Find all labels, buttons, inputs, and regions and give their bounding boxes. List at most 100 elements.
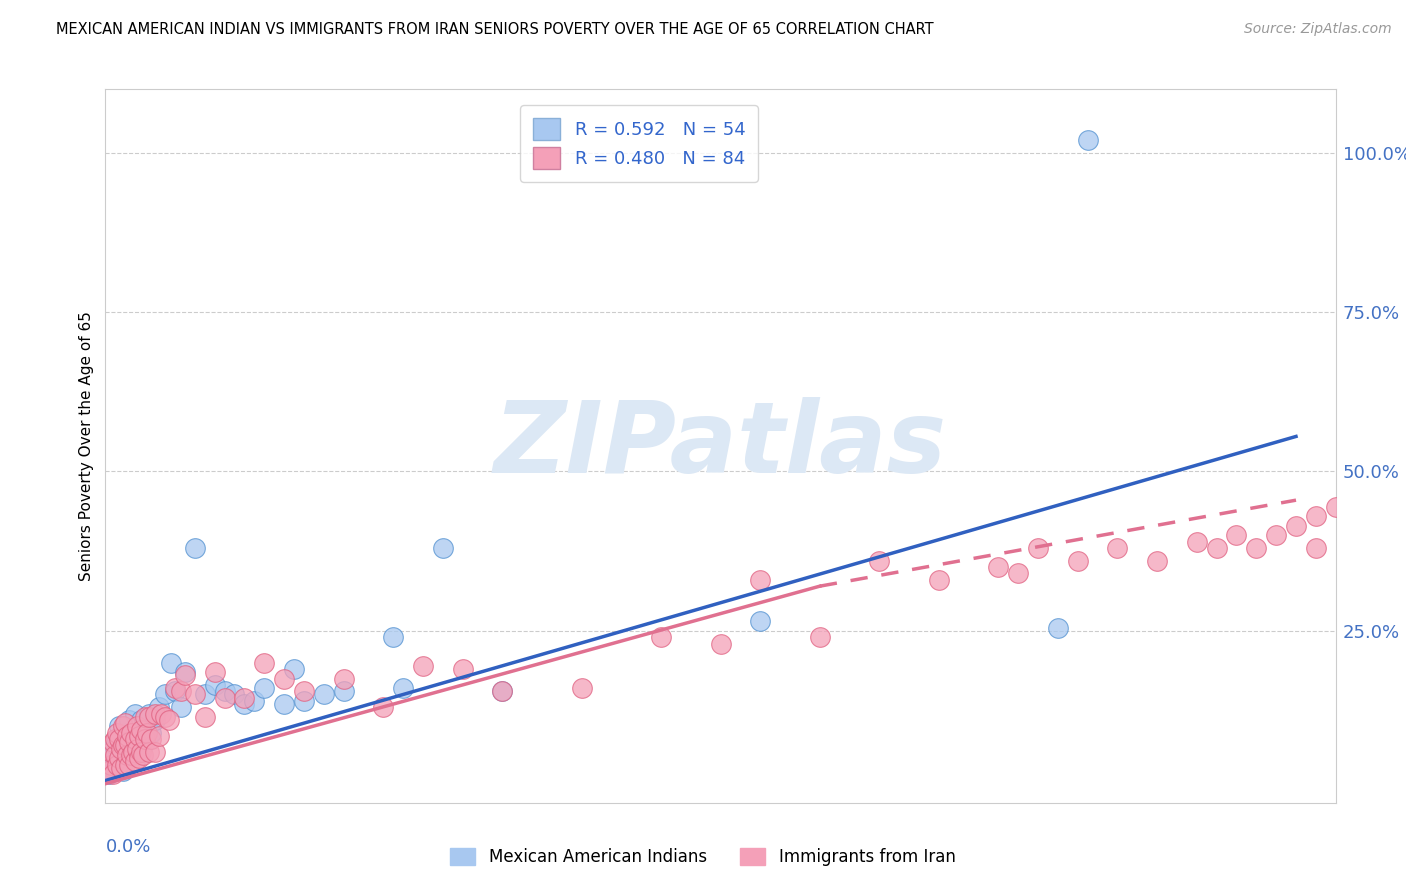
Point	[128, 745, 150, 759]
Point	[120, 725, 142, 739]
Point	[253, 656, 276, 670]
Point	[127, 719, 149, 733]
Point	[132, 747, 155, 762]
Point	[110, 745, 132, 759]
Point	[129, 713, 152, 727]
Point	[104, 732, 127, 747]
Point	[491, 684, 513, 698]
Point	[104, 764, 127, 778]
Point	[1305, 509, 1327, 524]
Point	[139, 725, 162, 739]
Point	[122, 732, 145, 747]
Point	[124, 745, 146, 759]
Point	[138, 710, 160, 724]
Point	[292, 684, 315, 698]
Point	[143, 713, 166, 727]
Point	[373, 700, 395, 714]
Text: 0.0%: 0.0%	[105, 838, 150, 856]
Point	[118, 739, 141, 753]
Point	[1185, 534, 1208, 549]
Point	[127, 741, 149, 756]
Point	[1265, 528, 1288, 542]
Point	[132, 739, 155, 753]
Point	[134, 710, 156, 724]
Point	[138, 745, 160, 759]
Point	[1225, 528, 1247, 542]
Point	[114, 757, 136, 772]
Point	[273, 697, 295, 711]
Point	[98, 764, 121, 778]
Point	[808, 630, 831, 644]
Point	[243, 694, 266, 708]
Point	[160, 656, 183, 670]
Point	[412, 658, 434, 673]
Point	[108, 755, 131, 769]
Point	[163, 684, 186, 698]
Point	[1077, 133, 1099, 147]
Point	[332, 684, 354, 698]
Point	[112, 764, 135, 778]
Point	[134, 735, 156, 749]
Point	[214, 690, 236, 705]
Point	[100, 757, 122, 772]
Point	[128, 729, 150, 743]
Point	[117, 741, 139, 756]
Point	[868, 554, 890, 568]
Point	[105, 757, 128, 772]
Point	[233, 690, 256, 705]
Point	[204, 665, 226, 680]
Point	[129, 745, 152, 759]
Point	[184, 688, 207, 702]
Point	[139, 732, 162, 747]
Point	[1007, 566, 1029, 581]
Point	[118, 757, 141, 772]
Point	[214, 684, 236, 698]
Point	[1324, 500, 1347, 514]
Point	[194, 688, 217, 702]
Point	[987, 560, 1010, 574]
Point	[491, 684, 513, 698]
Point	[128, 751, 150, 765]
Point	[157, 713, 180, 727]
Point	[1285, 518, 1308, 533]
Point	[710, 636, 733, 650]
Point	[1305, 541, 1327, 555]
Point	[120, 747, 142, 762]
Point	[136, 725, 159, 739]
Point	[114, 716, 136, 731]
Point	[163, 681, 186, 695]
Point	[134, 732, 156, 747]
Point	[120, 751, 142, 765]
Point	[253, 681, 276, 695]
Point	[224, 688, 246, 702]
Point	[118, 713, 141, 727]
Point	[312, 688, 335, 702]
Point	[103, 747, 125, 762]
Point	[105, 732, 128, 747]
Point	[127, 725, 149, 739]
Point	[143, 706, 166, 721]
Point	[148, 729, 170, 743]
Point	[170, 700, 193, 714]
Text: Source: ZipAtlas.com: Source: ZipAtlas.com	[1244, 22, 1392, 37]
Point	[105, 725, 128, 739]
Point	[104, 747, 127, 762]
Point	[108, 732, 131, 747]
Legend: Mexican American Indians, Immigrants from Iran: Mexican American Indians, Immigrants fro…	[441, 840, 965, 875]
Point	[124, 732, 146, 747]
Point	[108, 751, 131, 765]
Y-axis label: Seniors Poverty Over the Age of 65: Seniors Poverty Over the Age of 65	[79, 311, 94, 581]
Point	[100, 757, 122, 772]
Point	[114, 725, 136, 739]
Text: ZIPatlas: ZIPatlas	[494, 398, 948, 494]
Point	[112, 739, 135, 753]
Point	[148, 700, 170, 714]
Point	[110, 761, 132, 775]
Point	[1046, 621, 1069, 635]
Point	[173, 665, 195, 680]
Point	[928, 573, 950, 587]
Point	[129, 723, 152, 737]
Point	[184, 541, 207, 555]
Point	[571, 681, 593, 695]
Point	[134, 725, 156, 739]
